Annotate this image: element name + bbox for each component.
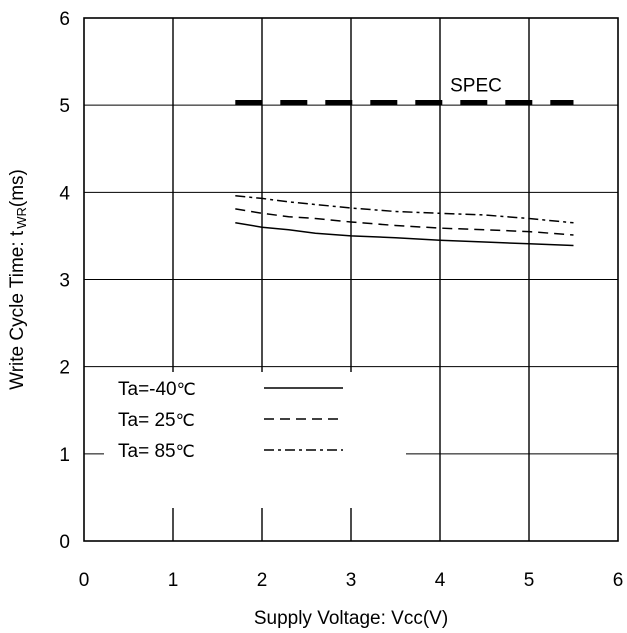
legend-label: Ta= 25℃ xyxy=(118,410,195,431)
plot-area-frame xyxy=(83,17,619,542)
y-tick-label: 5 xyxy=(59,96,70,117)
series-layer xyxy=(235,195,574,247)
series-line xyxy=(235,222,574,247)
x-tick-label: 3 xyxy=(346,570,357,591)
series-line xyxy=(235,208,574,236)
y-axis-title: Write Cycle Time: tWR(ms) xyxy=(7,169,29,390)
y-tick-label: 6 xyxy=(59,9,70,30)
x-axis-title: Supply Voltage: Vcc(V) xyxy=(254,608,448,629)
legend-label: Ta=-40℃ xyxy=(118,379,196,400)
x-tick-label: 0 xyxy=(79,570,90,591)
y-tick-label: 4 xyxy=(59,183,70,204)
tick-labels: 0 1 2 3 4 5 6 0 1 2 3 4 5 6 xyxy=(59,9,623,591)
spec-label: SPEC xyxy=(450,76,502,97)
legend-background xyxy=(104,372,406,508)
x-tick-label: 2 xyxy=(257,570,268,591)
series-line xyxy=(235,195,574,224)
y-tick-label: 2 xyxy=(59,358,70,379)
y-tick-label: 3 xyxy=(59,271,70,292)
y-tick-label: 1 xyxy=(59,445,70,466)
x-tick-label: 6 xyxy=(613,570,624,591)
y-axis-title-subscript: WR xyxy=(14,207,29,229)
y-axis-title-main: Write Cycle Time: t xyxy=(7,230,28,390)
x-tick-label: 1 xyxy=(168,570,179,591)
x-tick-label: 4 xyxy=(435,570,446,591)
y-tick-label: 0 xyxy=(59,532,70,553)
spec-layer: SPEC xyxy=(235,76,574,106)
x-tick-label: 5 xyxy=(524,570,535,591)
y-axis-title-unit: (ms) xyxy=(7,169,28,207)
legend: Ta=-40℃ Ta= 25℃ Ta= 85℃ xyxy=(118,379,343,462)
legend-label: Ta= 85℃ xyxy=(118,441,195,462)
